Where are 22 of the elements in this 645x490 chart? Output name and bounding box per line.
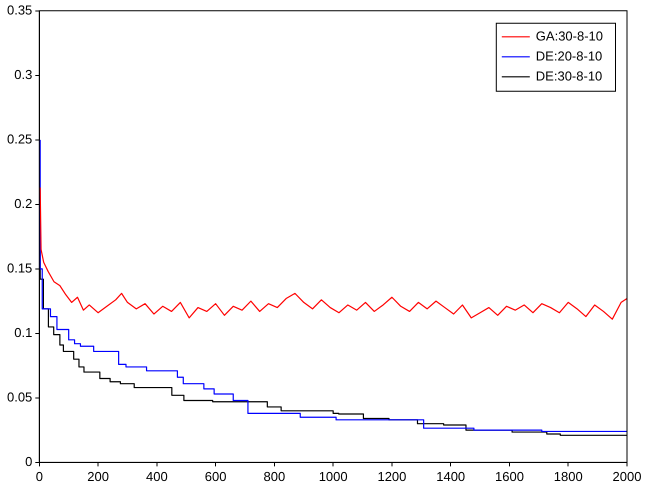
x-tick-label: 2000 (612, 468, 642, 484)
x-tick-label: 1400 (436, 468, 466, 484)
x-tick-label: 400 (146, 468, 168, 484)
x-tick-label: 600 (204, 468, 226, 484)
x-tick-label: 1800 (554, 468, 583, 484)
y-tick-label: 0.1 (14, 324, 32, 340)
y-tick-label: 0 (25, 454, 32, 469)
legend-label: DE:20-8-10 (536, 48, 602, 64)
y-tick-label: 0.35 (6, 2, 32, 18)
legend-label: GA:30-8-10 (536, 28, 603, 44)
y-tick-label: 0.05 (6, 389, 32, 404)
x-tick-label: 0 (36, 468, 43, 484)
x-tick-label: 1600 (495, 468, 524, 484)
legend-label: DE:30-8-10 (536, 68, 602, 84)
y-tick-label: 0.15 (6, 260, 32, 276)
x-tick-label: 200 (87, 468, 109, 484)
y-tick-label: 0.3 (14, 66, 32, 82)
x-tick-label: 1000 (318, 468, 348, 484)
x-tick-label: 1200 (377, 468, 406, 484)
x-tick-label: 800 (264, 468, 286, 484)
y-tick-label: 0.2 (14, 196, 32, 211)
y-tick-label: 0.25 (6, 131, 32, 146)
